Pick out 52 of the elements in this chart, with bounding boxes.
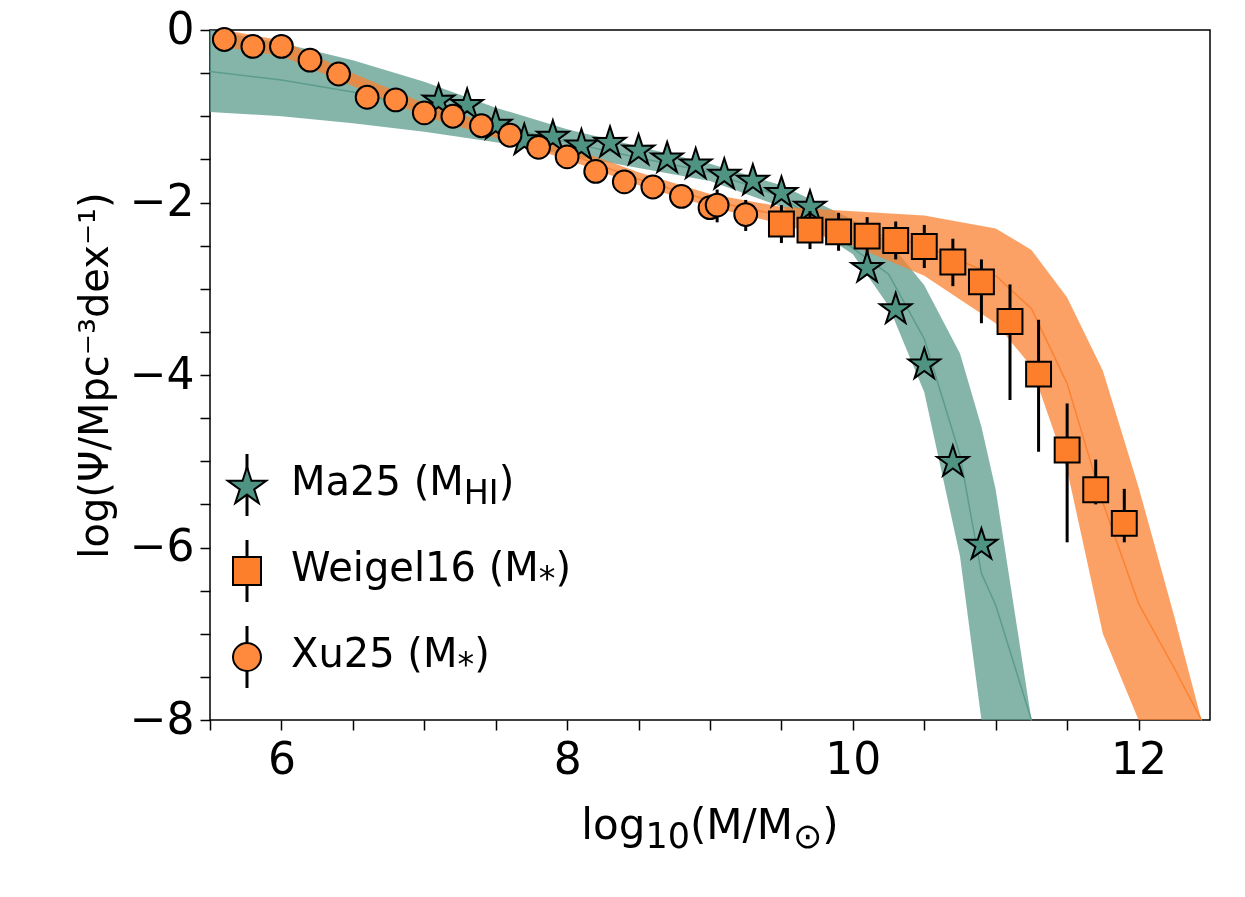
- point: [297, 47, 323, 73]
- point: [677, 145, 715, 181]
- point: [853, 222, 881, 250]
- point: [996, 308, 1024, 335]
- point: [762, 173, 800, 209]
- point: [611, 169, 637, 195]
- point: [1025, 360, 1053, 388]
- y-tick-label: −6: [129, 520, 195, 571]
- y-tick-label: −2: [129, 175, 195, 226]
- point: [796, 216, 824, 244]
- point: [877, 289, 915, 326]
- point: [583, 159, 609, 184]
- point: [411, 100, 437, 126]
- point: [620, 131, 658, 167]
- point: [962, 525, 1000, 561]
- point: [440, 103, 466, 129]
- point: [354, 84, 380, 110]
- point: [1110, 509, 1138, 537]
- legend-label: Ma25 (M$_{HI}$): [291, 458, 515, 512]
- x-axis-title: log$_{10}$(M/M$_{⊙}$): [580, 800, 840, 857]
- y-tick-label: −8: [129, 692, 195, 744]
- point: [269, 34, 294, 59]
- y-axis-title: log(Ψ/Mpc⁻³dex⁻¹): [70, 192, 117, 559]
- point: [326, 61, 351, 87]
- y-tick-label: −4: [129, 347, 195, 399]
- point: [211, 27, 237, 52]
- point: [704, 192, 730, 218]
- point: [469, 113, 494, 139]
- point: [640, 174, 666, 200]
- point: [240, 34, 266, 59]
- point: [383, 87, 409, 113]
- point: [669, 184, 694, 209]
- point: [705, 155, 743, 191]
- point: [934, 442, 972, 478]
- point: [905, 345, 943, 381]
- point: [939, 248, 967, 276]
- x-tick-label: 8: [553, 732, 582, 784]
- point: [554, 144, 580, 170]
- point: [733, 202, 759, 227]
- point: [1082, 476, 1110, 504]
- point: [1053, 436, 1081, 464]
- legend-label: Xu25 (M$_{*}$): [291, 630, 490, 684]
- point: [882, 227, 910, 254]
- point: [967, 268, 995, 296]
- x-tick-label: 10: [825, 732, 882, 784]
- point: [910, 233, 938, 260]
- legend-label: Weigel16 (M$_{*}$): [291, 544, 572, 598]
- x-tick-label: 12: [1111, 732, 1168, 784]
- point: [825, 218, 853, 246]
- point: [767, 210, 795, 238]
- y-tick-label: 0: [166, 2, 195, 54]
- x-tick-label: 6: [267, 732, 296, 784]
